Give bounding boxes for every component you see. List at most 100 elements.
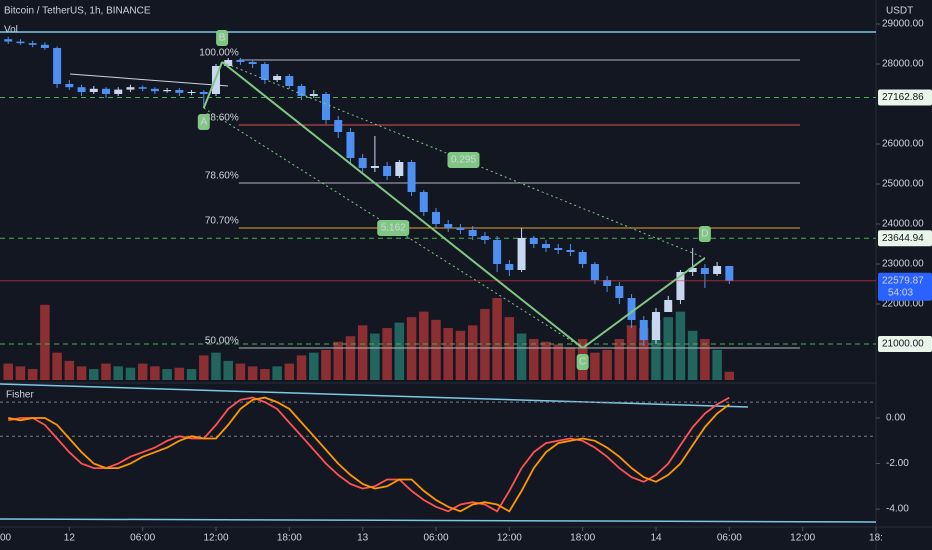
y-tick-label: 23000.00 <box>882 259 924 270</box>
fib-label: 88.60% <box>205 113 239 124</box>
price-tag-bg <box>878 230 932 247</box>
price-tag-text: 21000.00 <box>882 339 924 350</box>
volume-bar <box>101 363 111 380</box>
fib-label: 100.00% <box>199 48 239 59</box>
ratio-label: 0.295 <box>451 155 476 166</box>
x-tick-label: 06:00 <box>717 533 742 544</box>
candle-body <box>175 90 184 93</box>
volume-bar <box>260 369 270 380</box>
volume-bar <box>663 317 673 380</box>
candle-body <box>444 224 453 228</box>
volume-bar <box>137 363 148 380</box>
pattern-point-bg <box>216 30 229 46</box>
volume-bar <box>455 330 466 380</box>
volume-bar <box>211 352 221 380</box>
candle-body <box>150 88 159 92</box>
volume-bar <box>382 328 392 380</box>
volume-bar <box>162 369 172 380</box>
candle-body <box>688 268 697 272</box>
x-tick-label: 12:00 <box>790 533 815 544</box>
volume-bar <box>529 339 539 380</box>
fib-label: 78.60% <box>205 171 239 182</box>
volume-bar <box>406 317 417 380</box>
volume-bar <box>639 328 649 380</box>
volume-bar <box>651 319 661 380</box>
indicator-line <box>8 396 730 513</box>
candle-body <box>395 162 404 176</box>
volume-bar <box>357 325 368 380</box>
volume-bar <box>553 344 563 380</box>
x-tick-label: 06:00 <box>130 533 155 544</box>
volume-label: Vol <box>4 25 18 36</box>
volume-bar <box>223 360 233 380</box>
volume-bar <box>394 322 405 380</box>
candle-body <box>248 62 257 64</box>
candle-body <box>493 240 502 264</box>
volume-bar <box>125 367 136 380</box>
y-tick-label: 0.00 <box>886 413 906 424</box>
volume-bar <box>15 366 26 380</box>
volume-bar <box>431 319 441 380</box>
pattern-leg <box>202 61 224 109</box>
volume-bar <box>309 352 319 380</box>
volume-bar <box>64 360 75 380</box>
x-tick-label: 14 <box>650 533 662 544</box>
candle-body <box>664 300 673 312</box>
pattern-point-label: B <box>219 33 226 44</box>
candle-body <box>199 92 208 94</box>
pattern-point-bg <box>576 354 589 370</box>
candle-body <box>517 238 526 270</box>
candle-body <box>346 132 355 158</box>
candle-body <box>53 48 62 84</box>
price-tag: 23644.94 <box>878 230 932 247</box>
x-tick-label: 00 <box>0 533 12 544</box>
candle-body <box>273 76 282 80</box>
volume-bar <box>565 347 576 380</box>
candle-body <box>383 166 392 176</box>
volume-bar <box>321 349 331 380</box>
x-tick-label: 13 <box>357 533 369 544</box>
candle-body <box>407 162 416 192</box>
y-tick-label: 29000.00 <box>882 19 924 30</box>
x-tick-label: 12:00 <box>497 533 522 544</box>
volume-bar <box>541 341 551 380</box>
candle-body <box>542 244 550 248</box>
candle-body <box>676 272 685 300</box>
candle-body <box>322 94 330 120</box>
candle-body <box>370 166 379 168</box>
candle-body <box>566 250 575 252</box>
volume-bar <box>419 311 429 380</box>
volume-bar <box>504 317 515 380</box>
currency-label: USDT <box>886 6 913 17</box>
candle-body <box>163 90 172 92</box>
volume-bar <box>247 366 258 380</box>
y-tick-label: 24000.00 <box>882 219 924 230</box>
volume-bar <box>89 369 99 380</box>
x-tick-label: 18:00 <box>277 533 302 544</box>
candle-body <box>554 248 563 250</box>
candle-body <box>652 312 660 340</box>
indicator-line <box>8 396 730 513</box>
y-tick-label: 26000.00 <box>882 139 924 150</box>
candle-body <box>89 88 98 92</box>
volume-bar <box>516 333 527 380</box>
y-tick-label: 22000.00 <box>882 299 924 310</box>
candle-body <box>236 60 245 62</box>
x-tick-label: 06:00 <box>423 533 448 544</box>
chart-title: Bitcoin / TetherUS, 1h, BINANCE <box>4 6 151 17</box>
volume-bar <box>467 325 478 380</box>
ratio-label: 5.162 <box>381 223 406 234</box>
candle-body <box>114 89 123 94</box>
volume-bar <box>492 298 502 380</box>
candle-body <box>468 230 477 236</box>
volume-bar <box>675 311 686 380</box>
candle-body <box>700 268 709 274</box>
candle-body <box>334 120 343 132</box>
volume-bar <box>27 369 38 380</box>
y-tick-label: -4.00 <box>886 504 909 515</box>
pattern-point-label: D <box>701 229 708 240</box>
y-tick-label: 28000.00 <box>882 59 924 70</box>
price-tag-text: 23644.94 <box>882 233 924 244</box>
candle-body <box>529 238 538 244</box>
